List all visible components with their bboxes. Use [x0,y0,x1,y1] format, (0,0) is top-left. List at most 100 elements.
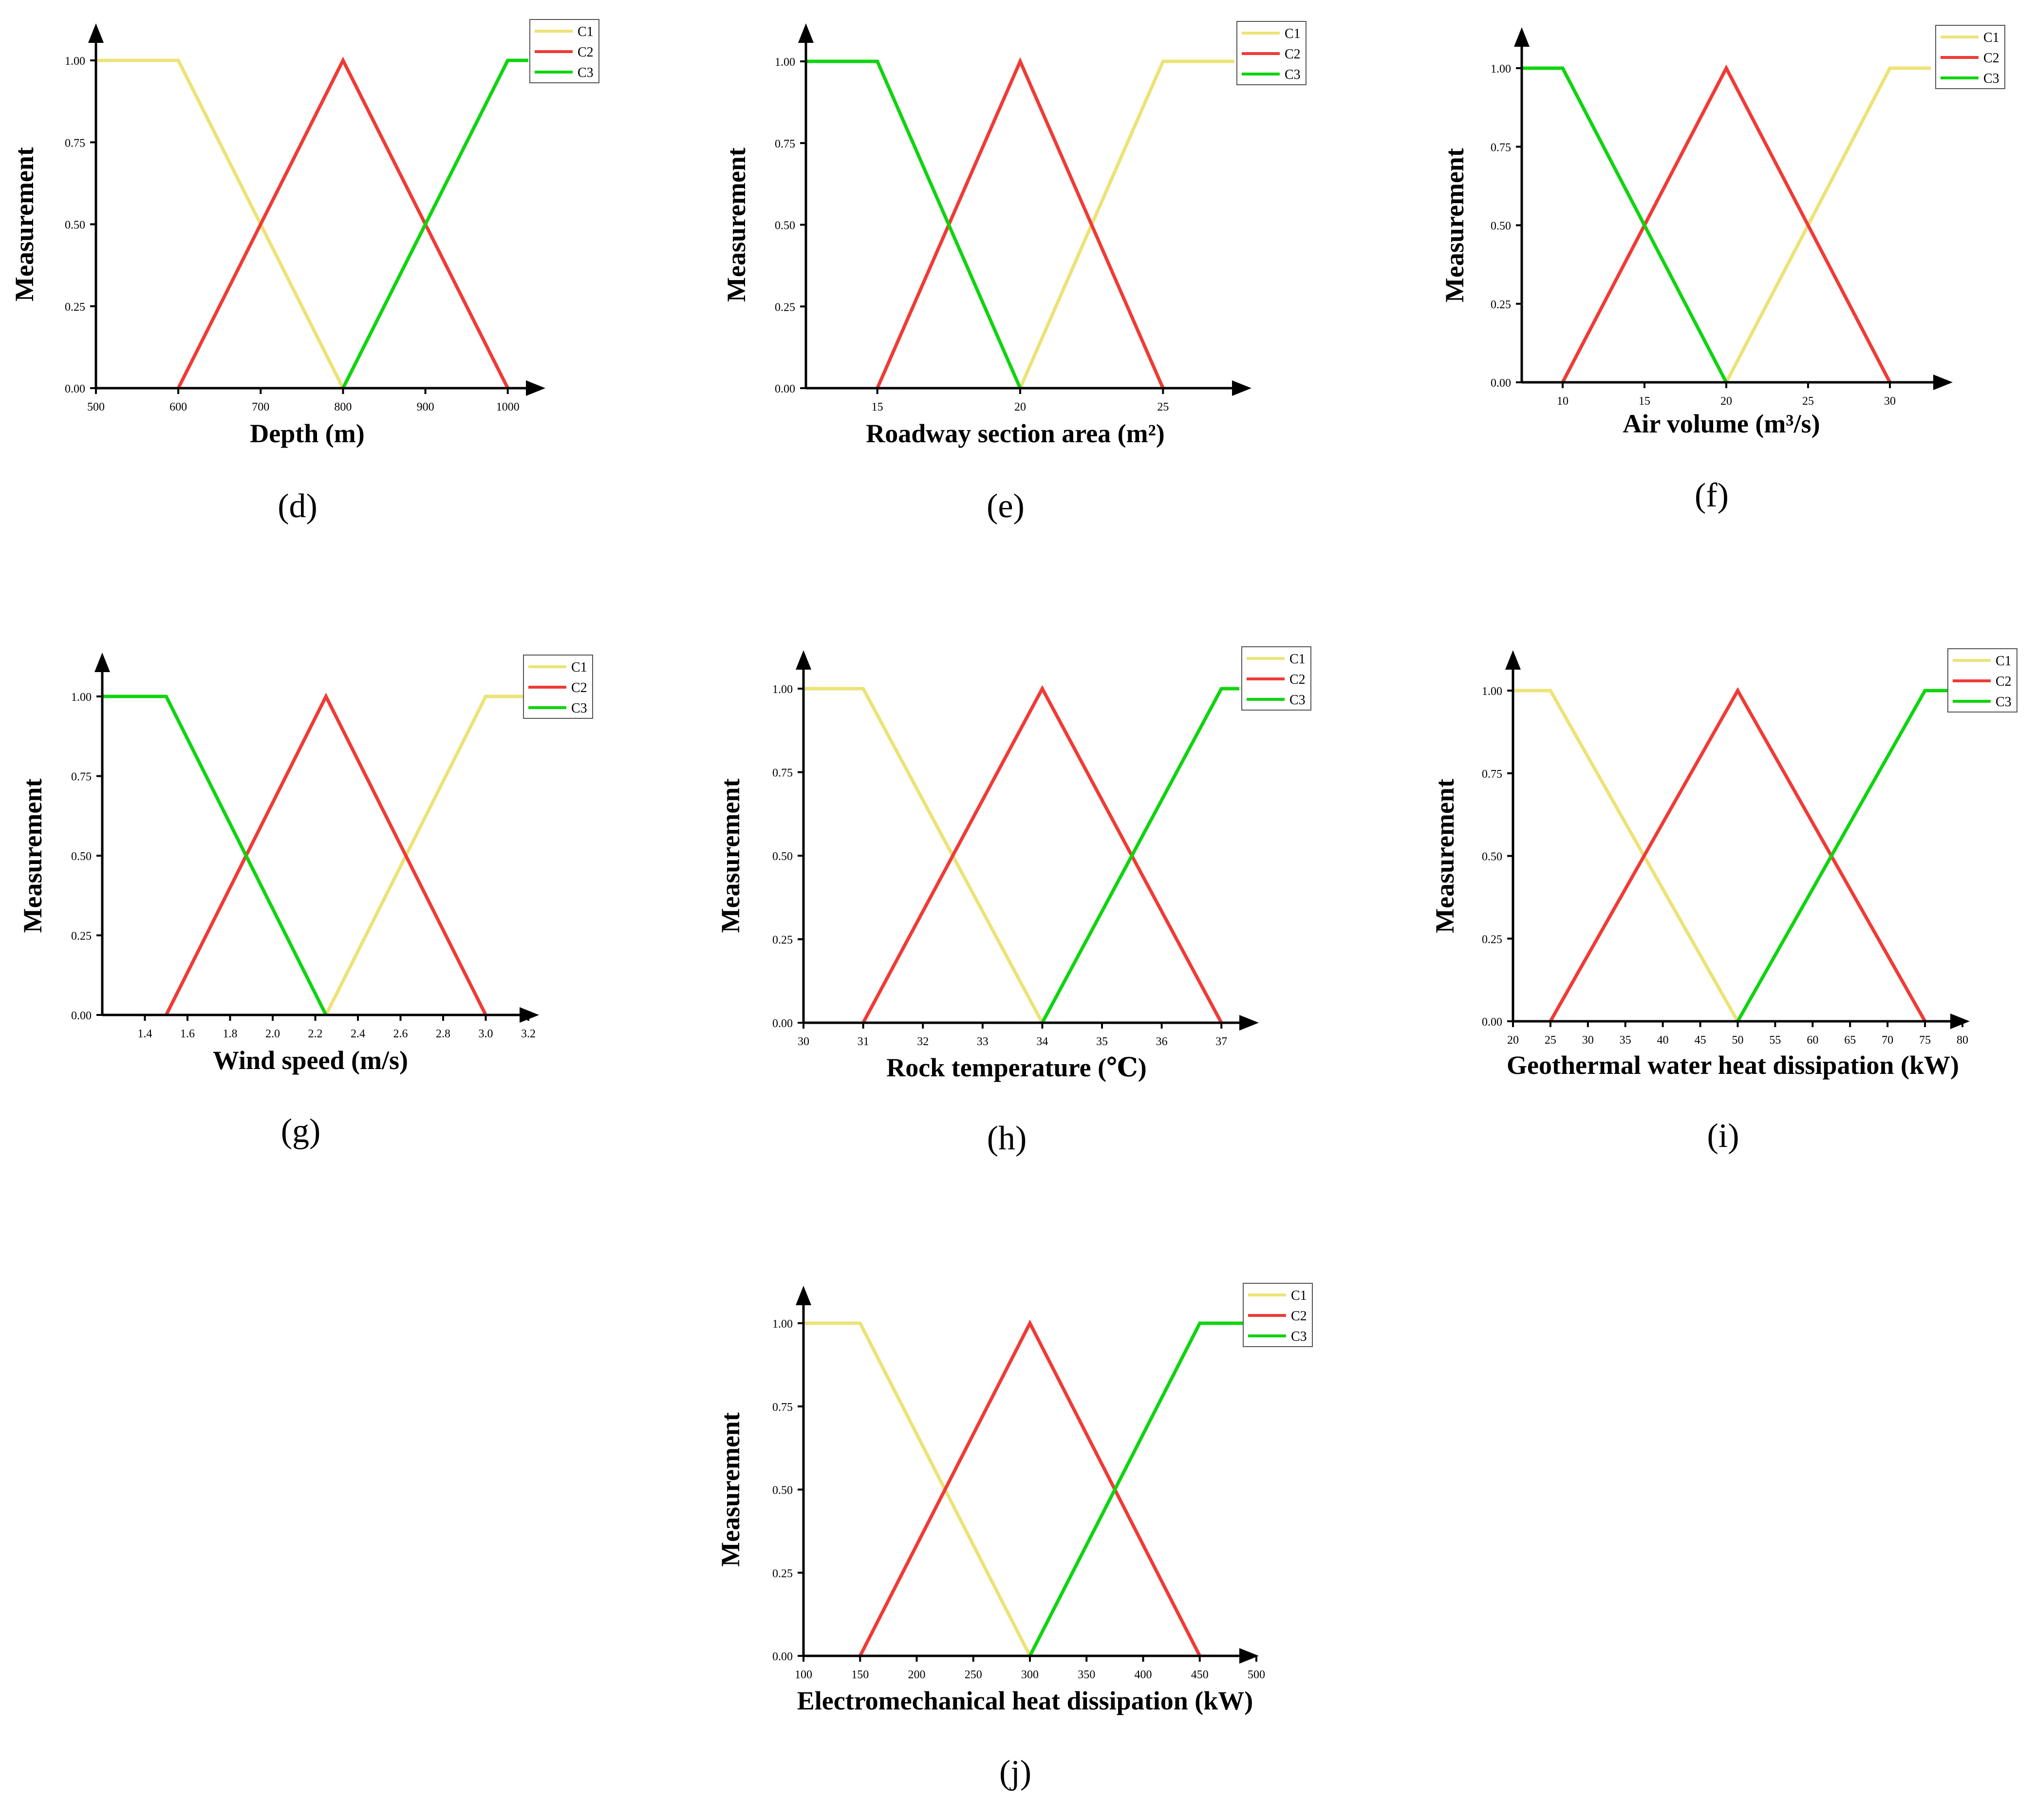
x-tick-label: 2.2 [308,1028,323,1040]
panel-label: (i) [1707,1117,1739,1155]
x-tick-label: 250 [965,1669,982,1681]
x-tick-label: 35 [1096,1035,1108,1048]
x-tick-label: 20 [1507,1034,1519,1047]
series-line-c1 [803,687,1044,1024]
legend-label-c1: C1 [571,660,587,675]
x-tick-label: 65 [1844,1034,1856,1047]
legend-label-c3: C3 [578,65,594,80]
legend-label-c1: C1 [1983,30,1999,45]
legend-label-c3: C3 [571,701,587,716]
series-line-c1 [324,694,528,1016]
series-line-c3 [1041,687,1239,1024]
y-tick-label: 0.75 [65,137,85,150]
y-tick-label: 0.25 [775,301,795,314]
series-line-c3 [806,59,1022,389]
legend-label-c2: C2 [1996,674,2012,689]
y-tick-label: 0.00 [772,1651,793,1663]
y-tick-label: 1.00 [65,55,85,68]
x-tick-label: 600 [169,401,187,413]
y-tick-label: 1.00 [1482,685,1502,698]
series-line-c1 [96,58,345,389]
chart-panel-f: 10 15 20 25 30 0.00 0.25 0.50 0.75 1.00 Air volume… [1440,25,2005,514]
series-line-c3 [102,694,328,1016]
x-axis-arrow [1950,1013,1970,1029]
x-tick-label: 30 [798,1035,809,1048]
y-axis-arrow [94,653,110,672]
chart-panel-h: 30 31 32 33 34 35 36 37 0.00 0.25 0.50 0.75 1.00 Rock… [716,646,1311,1157]
legend-label-c1: C1 [1289,652,1306,667]
x-tick-label: 36 [1156,1035,1168,1048]
y-tick-label: 0.00 [65,383,85,395]
panel-label: (j) [999,1754,1031,1791]
x-tick-label: 40 [1657,1034,1669,1047]
x-tick-label: 25 [1545,1034,1556,1047]
x-tick-label: 350 [1078,1669,1095,1681]
x-axis-title: Wind speed (m/s) [213,1046,408,1075]
x-tick-label: 2.4 [351,1028,365,1040]
x-tick-label: 60 [1807,1034,1818,1047]
series-line-c2 [1549,687,1927,1022]
x-tick-label: 3.2 [521,1028,536,1040]
legend-label-c1: C1 [578,24,594,39]
y-tick-label: 0.75 [772,767,793,780]
x-tick-label: 50 [1732,1034,1744,1047]
x-tick-label: 1000 [496,401,520,413]
panel-label: (h) [987,1120,1027,1157]
y-tick-label: 0.25 [1491,299,1511,311]
legend-label-c1: C1 [1291,1288,1307,1303]
x-tick-label: 15 [872,401,883,413]
series-line-c1 [803,1321,1032,1657]
x-tick-label: 45 [1695,1034,1706,1047]
y-tick-label: 1.00 [772,1318,793,1331]
x-axis-arrow [1232,380,1251,396]
y-tick-label: 0.50 [775,220,795,232]
x-axis-title: Roadway section area (m²) [866,419,1165,448]
y-tick-label: 0.50 [1491,220,1511,233]
y-axis-title: Measurement [18,779,47,933]
legend-label-c2: C2 [1285,47,1301,62]
y-axis-title: Measurement [722,148,751,302]
legend-label-c1: C1 [1285,26,1301,41]
y-tick-label: 0.75 [71,771,92,784]
y-axis-arrow [1505,650,1521,670]
x-tick-label: 200 [908,1669,926,1681]
series-line-c1 [1513,689,1739,1022]
y-tick-label: 1.00 [71,691,92,704]
x-tick-label: 900 [417,401,434,413]
x-axis-arrow [1239,1015,1259,1031]
x-tick-label: 1.4 [138,1028,152,1040]
x-tick-label: 500 [1248,1669,1265,1681]
y-axis-arrow [796,1286,811,1305]
legend-label-c2: C2 [1983,51,1999,66]
chart-panel-g: 1.4 1.6 1.8 2.0 2.2 2.4 2.6 2.8 3.0 3.2 0.00 0.25 0.… [18,653,593,1150]
chart-panel-i: 20 25 30 35 40 45 50 55 60 65 70 75 80 0.00 0.25 0.50 0.… [1430,648,2017,1155]
series-line-c2 [861,685,1223,1024]
x-tick-label: 30 [1884,395,1896,408]
y-tick-label: 0.50 [71,850,92,863]
x-tick-label: 300 [1021,1669,1039,1681]
x-tick-label: 400 [1135,1669,1152,1681]
y-tick-label: 1.00 [1491,63,1511,75]
y-tick-label: 0.00 [772,1017,793,1030]
x-tick-label: 1.6 [180,1028,195,1040]
x-axis-title: Air volume (m³/s) [1623,409,1820,438]
panel-label: (f) [1695,477,1729,514]
y-tick-label: 1.00 [772,683,793,696]
x-tick-label: 20 [1720,395,1732,408]
legend-label-c3: C3 [1285,67,1301,82]
x-tick-label: 33 [977,1035,989,1048]
legend-label-c2: C2 [571,680,587,695]
y-tick-label: 0.75 [775,138,795,150]
legend-label-c2: C2 [1289,672,1306,687]
y-tick-label: 0.75 [1482,768,1502,781]
legend-label-c2: C2 [578,45,594,60]
y-axis-arrow [798,23,814,43]
series-line-c1 [1018,59,1234,389]
y-tick-label: 0.50 [1482,851,1502,863]
series-line-c3 [1736,689,1951,1022]
series-line-c3 [1028,1321,1245,1657]
series-line-c2 [165,693,487,1016]
y-tick-label: 0.75 [1491,141,1511,154]
series-line-c2 [1561,64,1892,383]
